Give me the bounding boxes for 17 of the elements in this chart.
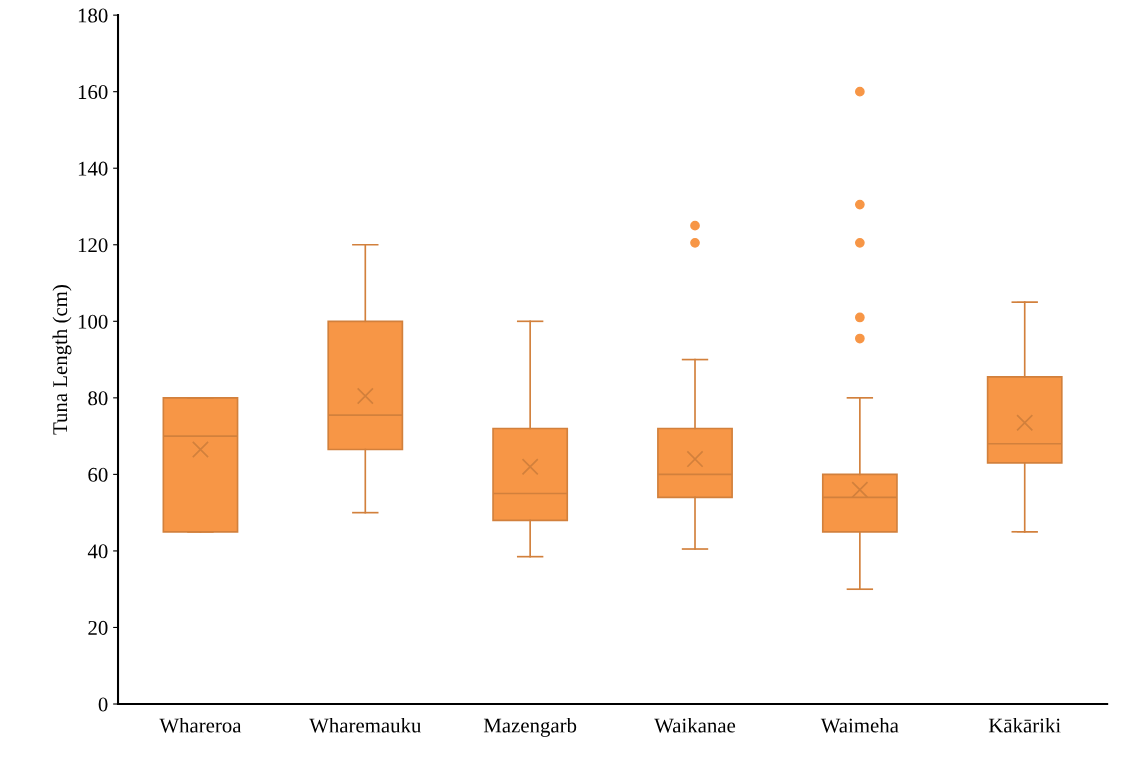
x-tick-label: Wharemauku: [309, 717, 422, 733]
x-tick-label: Whareroa: [159, 717, 242, 733]
y-axis-title: Tuna Length (cm): [52, 285, 72, 435]
x-tick-label: Waikanae: [654, 717, 736, 733]
y-tick-label: 20: [88, 620, 108, 635]
y-tick-label: 160: [78, 85, 108, 100]
y-tick-label: 0: [98, 697, 108, 712]
y-tick-label: 40: [87, 544, 108, 559]
y-tick-label: 140: [78, 161, 108, 176]
y-tick-label: 80: [88, 391, 108, 406]
y-tick-label: 120: [78, 238, 108, 253]
x-tick-label: Waimeha: [820, 717, 899, 733]
y-tick-label: 60: [88, 467, 108, 482]
x-tick-label: Mazengarb: [483, 717, 577, 737]
x-tick-label: Kākāriki: [988, 717, 1061, 733]
y-tick-label: 100: [78, 314, 108, 329]
y-tick-label: 180: [78, 8, 108, 23]
